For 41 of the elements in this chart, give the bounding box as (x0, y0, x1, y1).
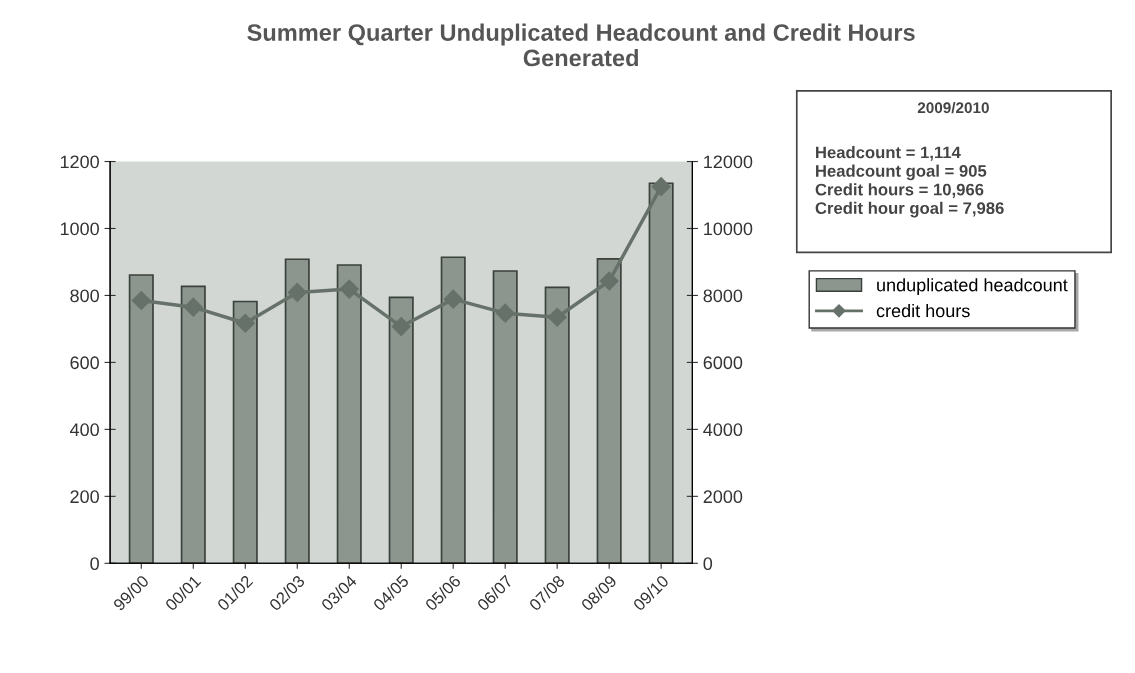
y2-tick-label: 6000 (703, 356, 743, 370)
bar (648, 182, 674, 564)
y2-tick-label: 8000 (703, 289, 743, 303)
point (547, 307, 567, 327)
point (131, 290, 151, 311)
point (235, 313, 255, 333)
y-tick-label: 1000 (60, 222, 99, 236)
y-tick-label: 1200 (60, 155, 99, 169)
y-tick-label: 0 (90, 557, 99, 571)
bar (180, 285, 206, 564)
point (443, 289, 463, 309)
y2-tick-label: 2000 (703, 490, 743, 504)
y-tick-label: 800 (70, 289, 99, 303)
bar (232, 300, 258, 564)
point (287, 282, 307, 302)
point (651, 177, 671, 197)
text: Headcount = 1,114 Headcount goal = 905 Credit hours = 10,966 Credit hour goal = 7,986 (815, 146, 1004, 218)
bar (128, 274, 154, 564)
point (339, 279, 359, 299)
y-tick-label: 200 (70, 490, 99, 504)
y2-tick-label: 10000 (704, 222, 753, 236)
y2-tick-label: 12000 (704, 155, 753, 169)
y2-tick-label: 0 (703, 557, 713, 571)
text: 2009/2010 (917, 101, 989, 114)
bar (388, 296, 414, 564)
legend-label: credit hours (876, 304, 970, 318)
point (391, 317, 411, 337)
bar (336, 264, 362, 564)
point (495, 303, 515, 323)
chart-title: Summer Quarter Unduplicated Headcount and Credit Hours Generated (247, 23, 915, 67)
bar (596, 258, 622, 564)
y-tick-label: 600 (70, 356, 99, 370)
point (599, 271, 619, 291)
y-tick-label: 400 (69, 423, 99, 437)
bar (544, 286, 570, 564)
bar (492, 270, 518, 564)
bar (284, 258, 310, 564)
y2-tick-label: 4000 (703, 423, 743, 437)
legend-label: unduplicated headcount (877, 278, 1068, 295)
bar (440, 256, 466, 564)
point (183, 297, 203, 317)
